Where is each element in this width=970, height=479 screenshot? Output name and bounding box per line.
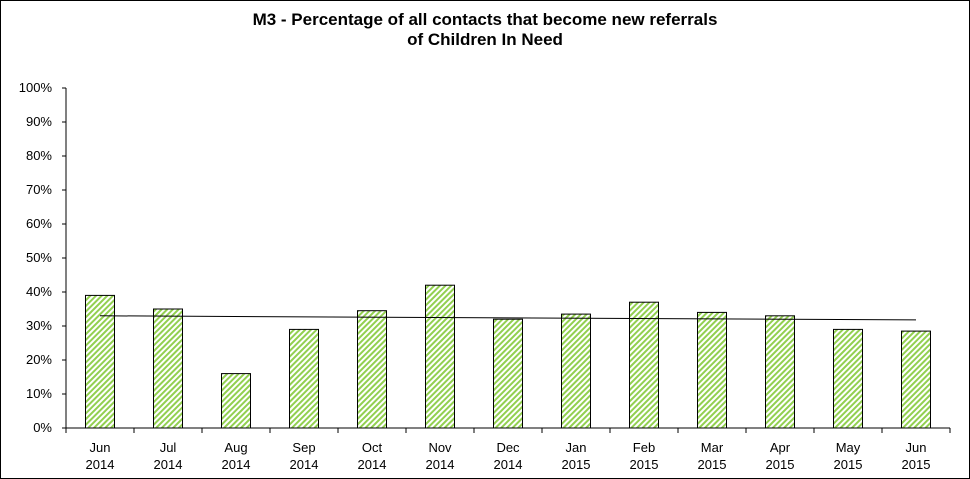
x-tick-label-year: 2015	[630, 457, 659, 472]
y-tick-label: 50%	[26, 250, 52, 265]
x-tick-label-year: 2015	[562, 457, 591, 472]
x-tick-label-month: Oct	[362, 440, 383, 455]
y-tick-label: 70%	[26, 182, 52, 197]
x-tick-label-year: 2014	[222, 457, 251, 472]
x-tick-label-year: 2014	[494, 457, 523, 472]
x-tick-label-month: May	[836, 440, 861, 455]
x-tick-label-year: 2014	[426, 457, 455, 472]
x-tick-label-year: 2014	[290, 457, 319, 472]
y-tick-label: 30%	[26, 318, 52, 333]
y-tick-label: 40%	[26, 284, 52, 299]
bar	[833, 328, 863, 429]
chart-title-line-1: M3 - Percentage of all contacts that bec…	[252, 10, 718, 29]
x-tick-label-month: Jan	[566, 440, 587, 455]
x-tick-label-year: 2015	[834, 457, 863, 472]
bar	[425, 284, 455, 429]
bar	[221, 373, 251, 429]
x-tick-label-year: 2014	[86, 457, 115, 472]
y-tick-label: 20%	[26, 352, 52, 367]
x-tick-label-month: Nov	[428, 440, 452, 455]
bar	[697, 311, 727, 429]
x-tick-label-year: 2014	[154, 457, 183, 472]
trendline	[99, 315, 917, 321]
bar	[629, 301, 659, 429]
bar	[85, 294, 115, 429]
x-tick-label-year: 2015	[766, 457, 795, 472]
x-tick-label-year: 2014	[358, 457, 387, 472]
x-tick-label-month: Feb	[633, 440, 655, 455]
x-tick-label-year: 2015	[902, 457, 931, 472]
bar	[493, 318, 523, 429]
bar	[289, 328, 319, 429]
x-tick-label-month: Jun	[906, 440, 927, 455]
y-tick-label: 100%	[19, 80, 53, 95]
x-tick-label-month: Jun	[90, 440, 111, 455]
y-tick-label: 80%	[26, 148, 52, 163]
x-tick-label-month: Mar	[701, 440, 724, 455]
x-tick-label-month: Apr	[770, 440, 791, 455]
x-tick-label-month: Aug	[224, 440, 247, 455]
x-tick-label-year: 2015	[698, 457, 727, 472]
bar	[765, 315, 795, 429]
bar	[561, 313, 591, 429]
x-tick-label-month: Sep	[292, 440, 315, 455]
bar	[901, 330, 931, 429]
bar	[357, 310, 387, 429]
y-tick-label: 90%	[26, 114, 52, 129]
chart-title-line-2: of Children In Need	[407, 30, 563, 49]
bar	[153, 308, 183, 429]
y-tick-label: 10%	[26, 386, 52, 401]
x-tick-label-month: Dec	[496, 440, 520, 455]
x-tick-label-month: Jul	[160, 440, 177, 455]
y-tick-label: 0%	[33, 420, 52, 435]
y-tick-label: 60%	[26, 216, 52, 231]
